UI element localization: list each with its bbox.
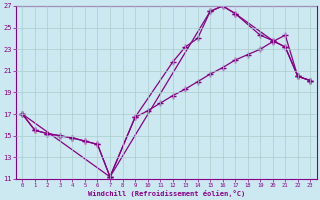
X-axis label: Windchill (Refroidissement éolien,°C): Windchill (Refroidissement éolien,°C)	[88, 190, 245, 197]
